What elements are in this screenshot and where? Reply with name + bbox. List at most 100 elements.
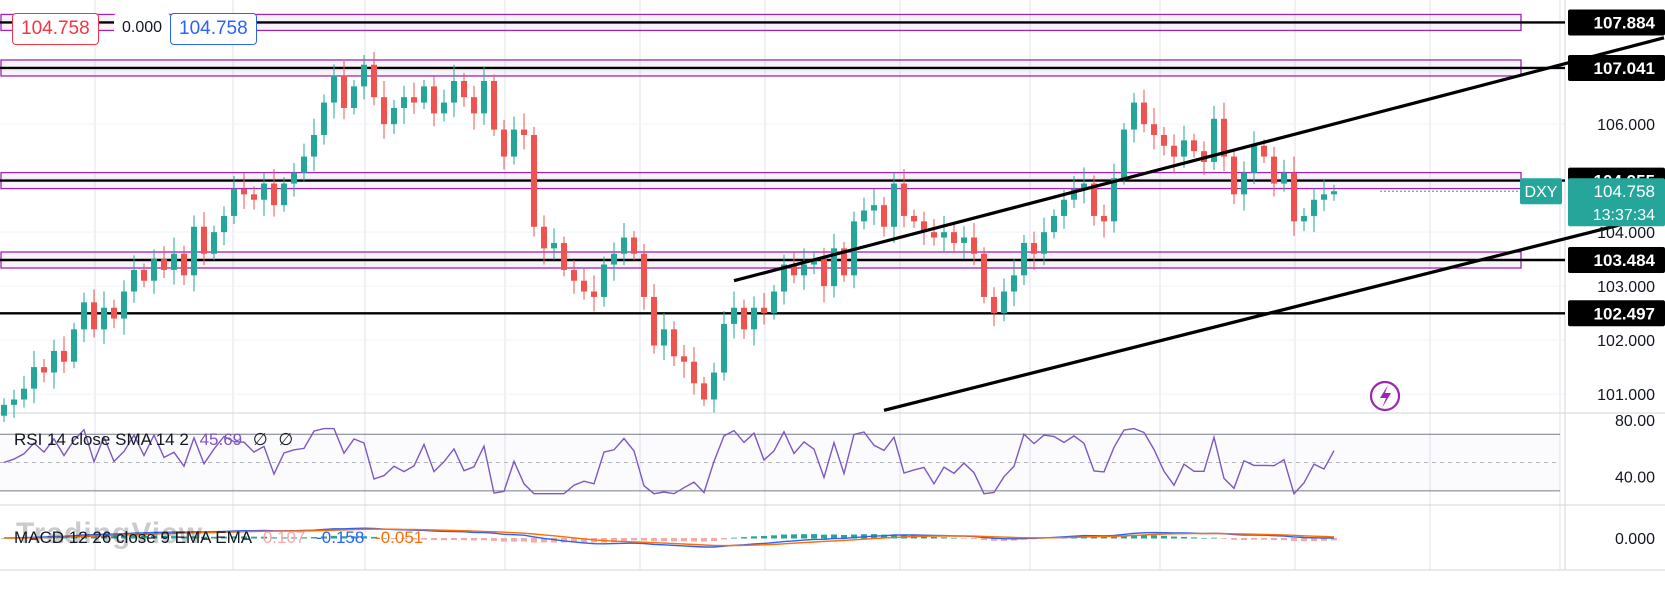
macd-hist-bar-65 — [651, 538, 657, 542]
macd-hist-bar-46 — [461, 538, 467, 541]
macd-hist-bar-130 — [1301, 538, 1307, 542]
candle-body-48 — [481, 80, 487, 114]
macd-hist-bar-94 — [941, 537, 947, 539]
rsi-tick-label-1: 40.00 — [1615, 470, 1655, 487]
macd-hist-bar-85 — [851, 534, 857, 539]
candle-body-4 — [41, 367, 47, 373]
macd-hist-bar-99 — [991, 538, 997, 541]
macd-hist-bar-79 — [791, 534, 797, 539]
candle-body-79 — [791, 264, 797, 276]
candle-body-61 — [611, 253, 617, 265]
candle-body-117 — [1171, 145, 1177, 157]
macd-hist-bar-116 — [1161, 535, 1167, 539]
channel-line-upper — [733, 36, 1665, 283]
candle-body-21 — [211, 232, 217, 254]
candle-body-112 — [1121, 129, 1127, 179]
candle-body-99 — [991, 296, 997, 314]
rsi-pane: 80.00 40.00 — [0, 413, 1655, 496]
macd-hist-bar-42 — [421, 538, 427, 540]
candle-body-13 — [131, 269, 137, 292]
macd-hist-bar-76 — [761, 535, 767, 539]
macd-hist-bar-128 — [1281, 538, 1287, 541]
candle-body-104 — [1041, 232, 1047, 254]
macd-hist-bar-32 — [321, 536, 327, 539]
level-tag-label-4: 102.497 — [1594, 304, 1655, 323]
candle-body-14 — [141, 269, 147, 281]
candle-body-102 — [1021, 242, 1027, 276]
candle-body-88 — [881, 205, 887, 227]
candle-body-118 — [1181, 140, 1187, 157]
macd-hist-bar-81 — [811, 534, 817, 539]
candle-body-93 — [931, 232, 937, 238]
macd-hist-bar-19 — [191, 536, 197, 539]
price-axis[interactable]: 101.000 102.000 103.000 104.000 106.000 107.8… — [1380, 9, 1665, 404]
candle-body-82 — [821, 259, 827, 287]
rsi-legend[interactable]: RSI 14 close SMA 14 2 45.69 ∅ ∅ — [14, 430, 299, 450]
candle-body-11 — [111, 307, 117, 319]
price-tick-label-0: 101.000 — [1597, 387, 1655, 404]
macd-legend[interactable]: MACD 12 26 close 9 EMA EMA 0.107 -0.158 … — [14, 528, 429, 548]
macd-hist-bar-20 — [201, 536, 207, 539]
macd-hist-bar-82 — [821, 534, 827, 539]
macd-hist-bar-110 — [1101, 536, 1107, 539]
macd-hist-bar-43 — [431, 538, 437, 541]
macd-hist-bar-61 — [611, 538, 617, 543]
macd-hist-bar-114 — [1141, 534, 1147, 539]
candle-body-51 — [511, 129, 517, 157]
macd-hist-bar-88 — [881, 534, 887, 539]
level-tag-bg-1 — [1568, 54, 1665, 81]
macd-hist-bar-129 — [1291, 538, 1297, 541]
macd-hist-bar-14 — [141, 535, 147, 539]
candle-body-72 — [721, 323, 727, 373]
candle-body-41 — [411, 97, 417, 103]
candle-body-122 — [1221, 118, 1227, 157]
candle-body-49 — [491, 80, 497, 130]
candle-body-36 — [361, 64, 367, 87]
macd-hist-bar-48 — [481, 538, 487, 541]
macd-hist-bar-13 — [131, 535, 137, 539]
candle-body-89 — [891, 183, 897, 227]
price-tick-label-1: 102.000 — [1597, 333, 1655, 350]
candle-body-32 — [321, 102, 327, 135]
candle-body-15 — [151, 259, 157, 281]
macd-hist-bar-39 — [391, 538, 397, 539]
candle-body-57 — [571, 269, 577, 281]
candle-body-132 — [1321, 194, 1327, 200]
last-price-tag-bg — [1568, 178, 1665, 227]
macd-hist-bar-21 — [211, 536, 217, 539]
candle-body-22 — [221, 215, 227, 233]
macd-hist-bar-47 — [471, 538, 477, 541]
candle-body-20 — [201, 226, 207, 254]
candle-body-116 — [1161, 134, 1167, 146]
candle-body-18 — [181, 253, 187, 276]
macd-hist-bar-34 — [341, 536, 347, 539]
macd-hist-bar-25 — [251, 536, 257, 539]
macd-hist-bar-10 — [101, 535, 107, 539]
candle-body-34 — [341, 75, 347, 108]
candle-body-56 — [561, 242, 567, 270]
rsi-legend-extra-2: ∅ — [278, 430, 294, 449]
macd-hist-bar-67 — [671, 538, 677, 542]
macd-hist-bar-121 — [1211, 537, 1217, 539]
candle-body-130 — [1301, 215, 1307, 222]
macd-hist-bar-58 — [581, 538, 587, 543]
buy-price-button[interactable]: 104.758 — [170, 13, 257, 45]
candle-body-35 — [351, 86, 357, 108]
candle-body-123 — [1231, 156, 1237, 195]
lightning-icon[interactable] — [1369, 380, 1401, 412]
macd-pane: 0.000 — [1, 527, 1655, 548]
macd-hist-bar-73 — [731, 537, 737, 539]
macd-hist-bar-69 — [691, 538, 697, 542]
macd-hist-bar-36 — [361, 536, 367, 539]
candle-body-86 — [861, 210, 867, 222]
macd-hist-bar-11 — [111, 535, 117, 539]
macd-hist-bar-45 — [451, 538, 457, 541]
candle-body-39 — [391, 107, 397, 125]
candle-body-127 — [1271, 156, 1277, 184]
candle-body-66 — [661, 329, 667, 346]
candle-body-26 — [261, 183, 267, 200]
sell-price-button[interactable]: 104.758 — [12, 13, 99, 45]
candle-body-90 — [901, 183, 907, 216]
macd-hist-bar-62 — [621, 538, 627, 542]
